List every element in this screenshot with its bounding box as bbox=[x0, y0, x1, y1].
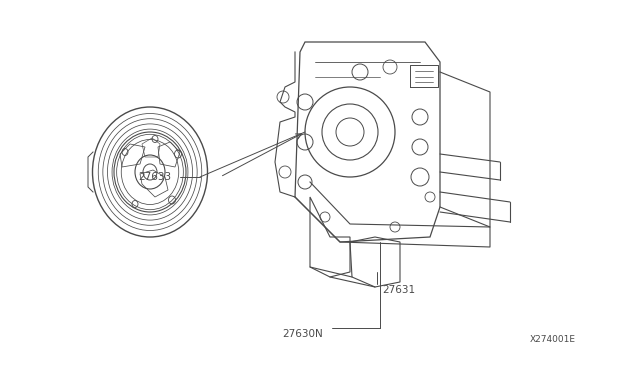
Text: 27631: 27631 bbox=[382, 285, 415, 295]
Text: 27630N: 27630N bbox=[282, 329, 323, 339]
Text: X274001E: X274001E bbox=[530, 336, 576, 344]
Text: 27633: 27633 bbox=[138, 172, 171, 182]
